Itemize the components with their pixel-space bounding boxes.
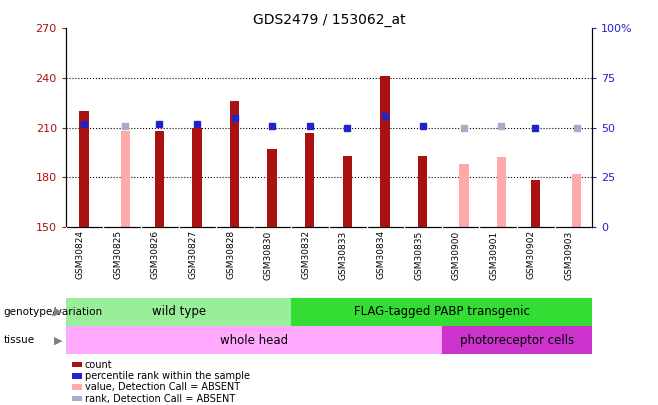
Text: rank, Detection Call = ABSENT: rank, Detection Call = ABSENT — [85, 394, 235, 403]
Text: GSM30830: GSM30830 — [264, 230, 272, 279]
Text: percentile rank within the sample: percentile rank within the sample — [85, 371, 250, 381]
Text: GSM30827: GSM30827 — [188, 230, 197, 279]
Text: GSM30832: GSM30832 — [301, 230, 310, 279]
Text: GSM30825: GSM30825 — [113, 230, 122, 279]
Text: GSM30833: GSM30833 — [339, 230, 348, 279]
Bar — [267, 149, 277, 227]
Text: GSM30902: GSM30902 — [527, 230, 536, 279]
Text: GSM30824: GSM30824 — [76, 230, 85, 279]
Bar — [305, 132, 315, 227]
Text: ▶: ▶ — [54, 307, 63, 317]
Bar — [66, 326, 442, 354]
Bar — [572, 174, 582, 227]
Text: GSM30826: GSM30826 — [151, 230, 160, 279]
Text: FLAG-tagged PABP transgenic: FLAG-tagged PABP transgenic — [354, 305, 530, 318]
Bar — [497, 158, 506, 227]
Text: GSM30835: GSM30835 — [414, 230, 423, 279]
Text: whole head: whole head — [220, 334, 288, 347]
Bar — [459, 164, 468, 227]
Title: GDS2479 / 153062_at: GDS2479 / 153062_at — [253, 13, 405, 27]
Bar — [155, 131, 164, 227]
Bar — [230, 101, 240, 227]
Bar — [530, 181, 540, 227]
Text: GSM30834: GSM30834 — [376, 230, 386, 279]
Bar — [80, 111, 89, 227]
Bar — [442, 326, 592, 354]
Bar — [192, 128, 201, 227]
Text: genotype/variation: genotype/variation — [3, 307, 103, 317]
Text: count: count — [85, 360, 113, 369]
Bar — [66, 298, 291, 326]
Bar — [343, 156, 352, 227]
Text: GSM30828: GSM30828 — [226, 230, 235, 279]
Text: tissue: tissue — [3, 335, 34, 345]
Text: wild type: wild type — [151, 305, 206, 318]
Text: GSM30900: GSM30900 — [451, 230, 461, 279]
Text: value, Detection Call = ABSENT: value, Detection Call = ABSENT — [85, 382, 240, 392]
Text: GSM30901: GSM30901 — [489, 230, 498, 279]
Bar — [291, 298, 592, 326]
Text: photoreceptor cells: photoreceptor cells — [460, 334, 574, 347]
Bar — [418, 156, 427, 227]
Text: GSM30903: GSM30903 — [565, 230, 573, 279]
Text: ▶: ▶ — [54, 335, 63, 345]
Bar — [380, 76, 390, 227]
Bar — [121, 131, 130, 227]
